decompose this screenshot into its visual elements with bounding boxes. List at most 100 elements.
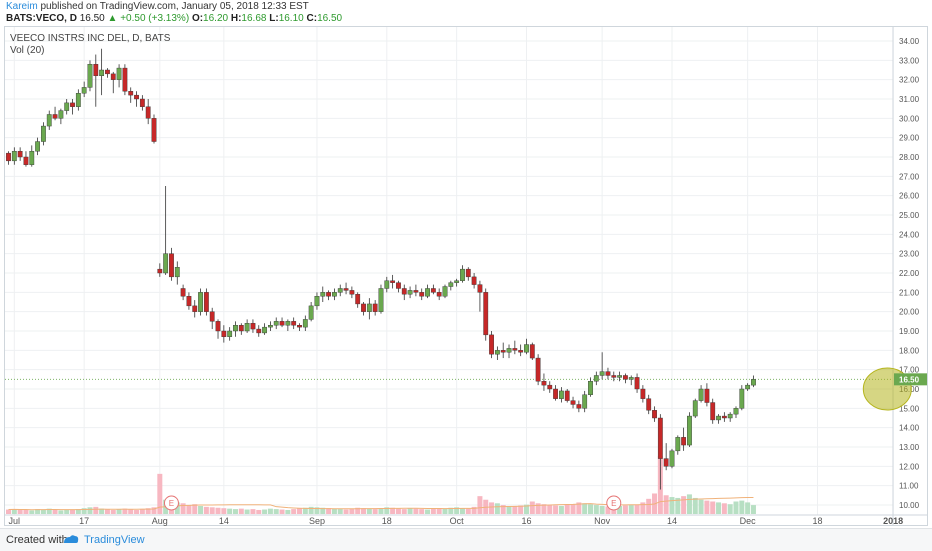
- candle-body: [692, 400, 698, 417]
- candle-body: [203, 292, 209, 312]
- candle-body: [198, 292, 203, 312]
- price-tick-label: 19.00: [899, 327, 920, 336]
- price-axis-labels: 10.0011.0012.0013.0014.0015.0016.0017.00…: [899, 37, 920, 510]
- volume-bar: [750, 505, 756, 514]
- chart-header: Kareim published on TradingView.com, Jan…: [0, 0, 932, 26]
- price-tick-label: 17.00: [899, 366, 920, 375]
- volume-bar: [46, 508, 52, 514]
- volume-bar: [331, 508, 337, 514]
- candle-body: [698, 388, 704, 401]
- volume-bar: [372, 509, 378, 514]
- candle-body: [506, 348, 512, 353]
- author-link[interactable]: Kareim: [6, 1, 38, 12]
- candle-body: [465, 268, 471, 278]
- volume-bar: [58, 510, 64, 514]
- time-tick-label: 17: [79, 516, 89, 526]
- candle-body: [716, 415, 721, 421]
- candle-body: [332, 292, 337, 297]
- volume-bar: [11, 509, 17, 514]
- candle-body: [256, 328, 262, 334]
- candle-body: [704, 388, 710, 403]
- candle-body: [99, 69, 105, 76]
- volume-bar: [675, 497, 681, 514]
- volume-bar: [721, 503, 727, 514]
- volume-bar: [221, 508, 227, 514]
- candle-body: [134, 94, 139, 100]
- volume-bar: [99, 508, 105, 514]
- candle-body: [29, 150, 35, 165]
- volume-bar: [564, 504, 570, 514]
- candle-body: [733, 408, 739, 415]
- volume-bar: [465, 508, 471, 514]
- volume-bar: [471, 506, 477, 514]
- candle-body: [634, 377, 640, 390]
- candle-body: [349, 290, 355, 295]
- candle-body: [494, 350, 500, 355]
- candle-body: [739, 388, 745, 409]
- candle-body: [640, 388, 646, 399]
- change-up-icon: ▲: [107, 13, 118, 24]
- open-value: 16.20: [203, 13, 229, 24]
- candle-body: [128, 91, 134, 96]
- candle-body: [588, 381, 593, 395]
- candle-body: [419, 292, 425, 297]
- volume-bar: [716, 502, 722, 514]
- time-tick-label: 18: [382, 516, 392, 526]
- volume-bar: [535, 503, 541, 514]
- volume-bar: [116, 509, 122, 514]
- candle-body: [529, 344, 535, 359]
- volume-bar: [273, 509, 279, 514]
- price-tick-label: 14.00: [899, 424, 920, 433]
- candle-body: [151, 118, 157, 142]
- volume-bar: [64, 509, 70, 514]
- candle-body: [384, 280, 390, 289]
- volume-bar: [238, 508, 244, 514]
- volume-bar: [128, 509, 134, 514]
- candle-body: [320, 292, 326, 297]
- time-tick-label: 2018: [883, 516, 903, 526]
- candle-body: [87, 63, 93, 88]
- low-value: 16.10: [278, 13, 304, 24]
- price-change: +0.50 (+3.13%): [120, 13, 190, 24]
- volume-bar: [710, 501, 716, 514]
- candle-body: [430, 288, 436, 293]
- tradingview-brand-link[interactable]: TradingView: [84, 534, 145, 546]
- volume-bar: [640, 502, 646, 514]
- candle-body: [628, 377, 634, 380]
- last-price-tag-label: 16.50: [899, 375, 920, 384]
- volume-bar: [227, 508, 233, 514]
- volume-bar: [180, 503, 186, 514]
- volume-bar: [436, 508, 442, 514]
- time-tick-label: Jul: [9, 516, 21, 526]
- candle-body: [605, 371, 611, 376]
- time-tick-label: Dec: [740, 516, 757, 526]
- earnings-marker-icon: [606, 495, 622, 511]
- candle-body: [291, 321, 297, 326]
- volume-bar: [6, 509, 11, 514]
- candle-body: [366, 303, 372, 312]
- candle-body: [611, 375, 617, 378]
- candle-body: [355, 294, 361, 305]
- candle-body: [541, 381, 547, 386]
- volume-bar: [529, 501, 535, 514]
- volume-bar: [134, 509, 140, 514]
- volume-bar: [139, 509, 145, 514]
- volume-bar: [523, 504, 529, 514]
- price-tick-label: 15.00: [899, 404, 920, 413]
- volume-bar: [343, 509, 349, 514]
- symbol-label: BATS:VECO, D: [6, 13, 77, 24]
- price-tick-label: 26.00: [899, 192, 920, 201]
- volume-bar: [547, 505, 553, 514]
- volume-bar: [308, 506, 314, 514]
- candle-body: [372, 303, 378, 312]
- candle-body: [337, 288, 343, 293]
- candle-body: [390, 280, 396, 283]
- volume-bar: [646, 498, 652, 514]
- volume-bar: [232, 509, 238, 514]
- volume-bar: [104, 509, 110, 514]
- time-tick-label: Nov: [594, 516, 611, 526]
- last-price: 16.50: [79, 13, 105, 24]
- candle-body: [75, 92, 81, 107]
- volume-bar: [361, 508, 367, 514]
